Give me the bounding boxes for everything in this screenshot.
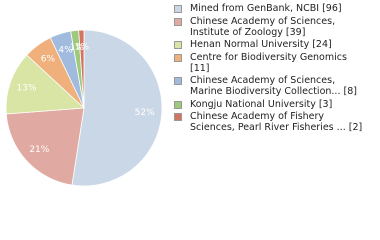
- legend-label: Chinese Academy of Fishery Sciences, Pea…: [190, 111, 363, 133]
- legend-item: Centre for Biodiversity Genomics [11]: [172, 52, 366, 74]
- legend-label: Mined from GenBank, NCBI [96]: [190, 3, 342, 14]
- legend-item: Mined from GenBank, NCBI [96]: [172, 3, 366, 14]
- legend-item: Chinese Academy of Fishery Sciences, Pea…: [172, 111, 366, 133]
- slice-label: 1%: [75, 43, 90, 53]
- legend-swatch: [174, 17, 182, 26]
- pie-slice: [78, 29, 85, 109]
- legend-swatch: [174, 5, 182, 13]
- legend-swatch: [174, 113, 182, 121]
- legend-label: Centre for Biodiversity Genomics [11]: [190, 51, 347, 74]
- slice-label: 52%: [135, 108, 155, 118]
- slice-label: 13%: [17, 83, 37, 93]
- legend-item: Chinese Academy of Sciences, Institute o…: [172, 16, 366, 38]
- legend-swatch: [174, 53, 182, 62]
- legend-label: Chinese Academy of Sciences, Marine Biod…: [190, 75, 357, 97]
- legend-item: Henan Normal University [24]: [172, 39, 366, 50]
- legend: Mined from GenBank, NCBI [96] Chinese Aca…: [172, 3, 372, 135]
- legend-swatch: [174, 41, 182, 49]
- pie-slice: [5, 54, 85, 115]
- legend-item: Chinese Academy of Sciences, Marine Biod…: [172, 75, 366, 97]
- slice-label: 21%: [29, 145, 49, 155]
- slice-label: 1%: [70, 43, 85, 53]
- pie-slice: [71, 29, 163, 187]
- slice-label: 4%: [58, 46, 73, 56]
- legend-swatch: [174, 100, 182, 109]
- legend-swatch: [174, 77, 182, 85]
- legend-item: Kongju National University [3]: [172, 99, 366, 110]
- pie: 52% 21% 13% 6%4%1%1%: [5, 29, 163, 187]
- slice-label: 6%: [41, 55, 56, 65]
- pie-slice: [5, 107, 85, 186]
- legend-label: Henan Normal University [24]: [190, 39, 332, 50]
- legend-label: Chinese Academy of Sciences, Institute o…: [190, 15, 336, 38]
- legend-label: Kongju National University [3]: [190, 98, 333, 110]
